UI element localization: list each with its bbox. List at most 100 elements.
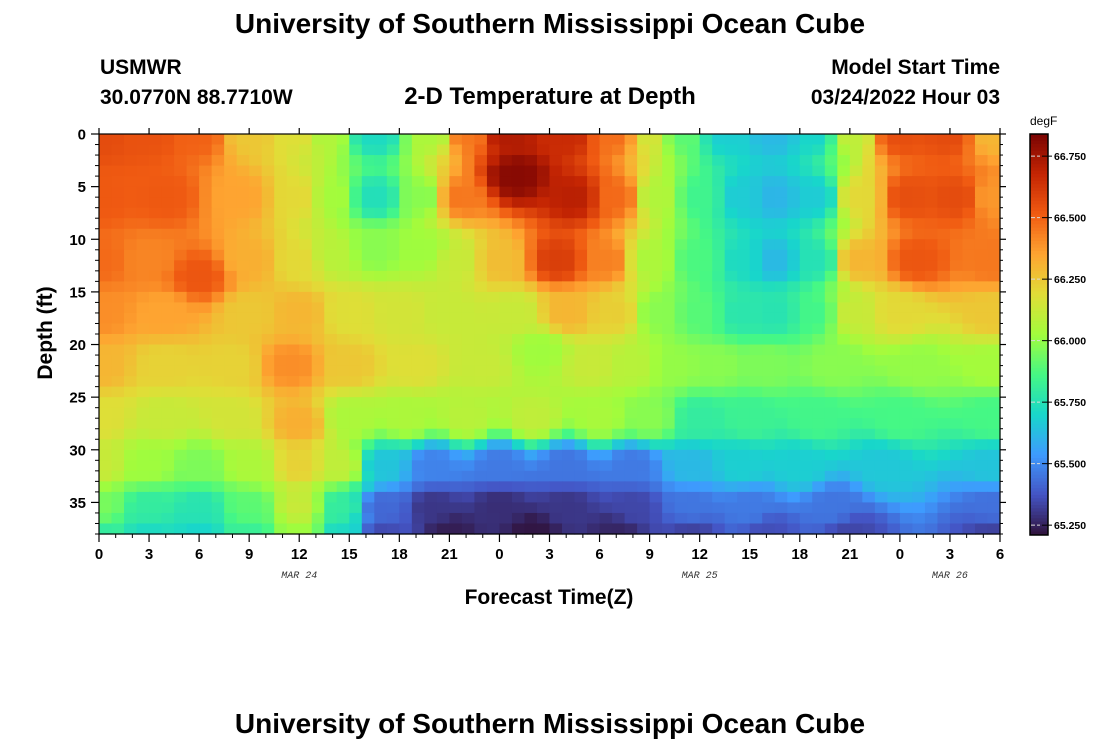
colorbar-segment — [1030, 484, 1048, 489]
heatmap-cell — [186, 523, 200, 535]
heatmap-cell — [424, 418, 438, 430]
heatmap-cell — [787, 270, 801, 282]
heatmap-cell — [524, 355, 538, 367]
heatmap-cell — [649, 144, 663, 156]
heatmap-cell — [724, 186, 738, 198]
heatmap-cell — [662, 355, 676, 367]
heatmap-cell — [562, 460, 576, 472]
heatmap-cell — [937, 376, 951, 388]
heatmap-cell — [949, 218, 964, 230]
heatmap-cell — [349, 134, 363, 146]
heatmap-cell — [574, 218, 588, 230]
heatmap-cell — [574, 449, 588, 461]
heatmap-cell — [962, 260, 976, 272]
heatmap-cell — [324, 407, 338, 419]
heatmap-cell — [336, 386, 350, 398]
heatmap-cell — [336, 218, 350, 230]
heatmap-cell — [136, 176, 150, 188]
heatmap-cell — [862, 197, 876, 209]
heatmap-cell — [662, 376, 676, 388]
colorbar-segment — [1030, 504, 1048, 509]
heatmap-cell — [449, 428, 463, 440]
heatmap-cell — [311, 502, 325, 514]
heatmap-cell — [361, 470, 375, 482]
heatmap-cell — [587, 491, 601, 504]
heatmap-cell — [874, 186, 888, 198]
heatmap-cell — [449, 270, 463, 282]
heatmap-cell — [849, 523, 863, 535]
heatmap-cell — [587, 386, 601, 398]
heatmap-cell — [161, 176, 175, 188]
heatmap-cell — [562, 249, 576, 261]
heatmap-cell — [499, 481, 513, 493]
heatmap-cell — [887, 407, 901, 419]
heatmap-cell — [812, 481, 826, 493]
heatmap-cell — [374, 418, 388, 430]
heatmap-cell — [524, 344, 538, 356]
heatmap-cell — [224, 365, 238, 377]
heatmap-cell — [649, 386, 663, 398]
heatmap-cell — [536, 260, 551, 272]
heatmap-cell — [624, 186, 638, 198]
heatmap-cell — [612, 260, 626, 272]
heatmap-cell — [99, 281, 113, 293]
heatmap-cell — [461, 334, 476, 346]
heatmap-cell — [899, 228, 913, 240]
heatmap-cell — [386, 512, 400, 525]
heatmap-cell — [624, 449, 638, 461]
heatmap-cell — [774, 470, 788, 482]
heatmap-cell — [699, 186, 713, 198]
heatmap-cell — [787, 260, 801, 272]
heatmap-cell — [361, 323, 375, 335]
heatmap-cell — [912, 302, 926, 314]
heatmap-cell — [474, 365, 488, 377]
heatmap-cell — [161, 407, 175, 419]
heatmap-cell — [874, 228, 888, 240]
heatmap-cell — [937, 155, 951, 167]
heatmap-cell — [299, 176, 313, 188]
heatmap-cell — [424, 481, 438, 493]
heatmap-cell — [149, 481, 163, 493]
heatmap-cell — [824, 312, 838, 325]
heatmap-cell — [987, 407, 1001, 419]
colorbar-tick-label: 65.500 — [1054, 459, 1086, 471]
heatmap-cell — [399, 365, 413, 377]
heatmap-cell — [99, 460, 113, 472]
heatmap-cell — [174, 144, 188, 156]
heatmap-cell — [787, 249, 801, 261]
heatmap-cell — [587, 334, 601, 346]
heatmap-cell — [374, 186, 388, 198]
heatmap-cell — [386, 407, 400, 419]
heatmap-cell — [574, 249, 588, 261]
heatmap-cell — [799, 365, 813, 377]
heatmap-cell — [99, 470, 113, 482]
heatmap-cell — [624, 239, 638, 251]
heatmap-cell — [411, 334, 425, 346]
heatmap-cell — [349, 312, 363, 325]
x-tick-label: 12 — [291, 546, 308, 563]
heatmap-cell — [261, 291, 275, 304]
heatmap-cell — [286, 228, 300, 240]
colorbar-segment — [1030, 451, 1048, 456]
heatmap-cell — [486, 439, 501, 451]
heatmap-cell — [474, 481, 488, 493]
heatmap-cell — [874, 323, 888, 335]
heatmap-cell — [674, 302, 688, 314]
heatmap-cell — [612, 470, 626, 482]
heatmap-cell — [361, 155, 375, 167]
heatmap-cell — [687, 449, 701, 461]
heatmap-cell — [874, 365, 888, 377]
heatmap-cell — [224, 155, 238, 167]
heatmap-cell — [524, 228, 538, 240]
heatmap-cell — [486, 491, 501, 504]
heatmap-cell — [749, 386, 763, 398]
x-tick-label: 21 — [841, 546, 858, 563]
heatmap-cell — [461, 249, 476, 261]
heatmap-cell — [486, 344, 501, 356]
heatmap-cell — [299, 218, 313, 230]
heatmap-cell — [824, 449, 838, 461]
heatmap-cell — [662, 155, 676, 167]
heatmap-cell — [799, 334, 813, 346]
heatmap-cell — [799, 249, 813, 261]
heatmap-cell — [224, 260, 238, 272]
